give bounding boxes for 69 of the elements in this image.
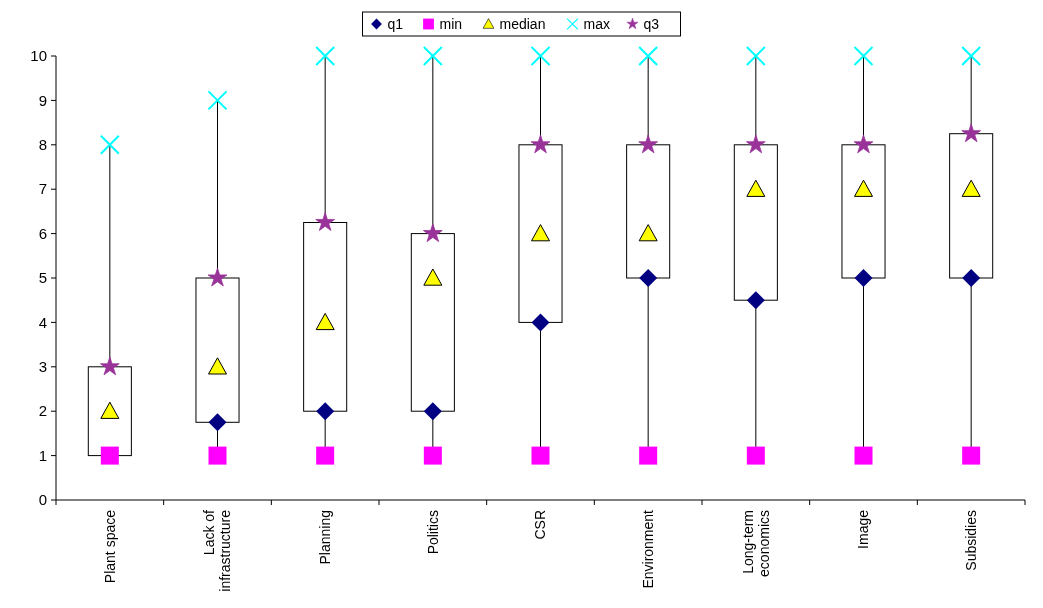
y-tick-label: 9 [38,91,47,109]
point [100,401,120,419]
y-tick-label: 8 [38,136,47,154]
point [746,134,766,154]
point [315,46,336,66]
x-tick-label: Environment [640,509,657,589]
point [208,357,227,375]
point [207,267,228,287]
point [638,224,658,242]
y-tick-label: 1 [38,446,47,464]
legend-label: median [499,15,546,32]
x-tick-label: Subsidies [963,510,980,571]
x-tick-label: Image [855,509,872,549]
point [745,46,766,66]
point [316,402,335,421]
point [961,179,981,197]
point [639,269,658,287]
y-tick-label: 5 [38,269,47,287]
point [207,90,228,111]
point [100,446,119,465]
point [746,446,765,465]
point [854,269,873,287]
x-tick-label: Lack of infrastructure [201,509,234,592]
y-tick-label: 2 [38,402,47,420]
point [746,179,766,197]
y-tick-label: 3 [38,358,47,376]
point [853,134,874,154]
point [208,413,227,432]
legend-label: q3 [643,15,660,32]
point [423,446,442,465]
point [638,46,659,66]
point [531,446,550,465]
point [100,356,120,376]
point [315,312,335,331]
point [962,269,981,287]
point [962,446,981,465]
point [530,134,551,154]
point [854,179,873,197]
point [638,134,658,154]
legend-label: max [583,15,610,32]
y-tick-label: 6 [38,224,47,242]
x-tick-label: CSR [532,510,549,540]
point [639,446,658,465]
point [422,46,443,66]
point [961,46,982,66]
point [961,123,981,143]
point [531,224,550,242]
point [316,446,335,465]
point [423,223,443,243]
point [854,446,873,465]
y-tick-label: 0 [38,491,47,509]
legend-label: q1 [387,15,404,32]
x-tick-label: Long-term economics [739,510,772,577]
point [530,46,551,66]
point [531,313,550,332]
point [746,291,765,310]
point [208,446,227,465]
point [853,46,874,66]
y-tick-label: 4 [38,313,47,331]
x-tick-label: Politics [424,510,441,555]
x-tick-label: Planning [317,510,334,565]
x-tick-label: Plant space [101,509,118,584]
point [315,212,335,231]
point [99,134,120,155]
point [423,268,443,286]
y-tick-label: 7 [38,180,47,198]
point [423,402,442,421]
legend-label: min [439,15,463,32]
y-tick-label: 10 [30,47,47,65]
